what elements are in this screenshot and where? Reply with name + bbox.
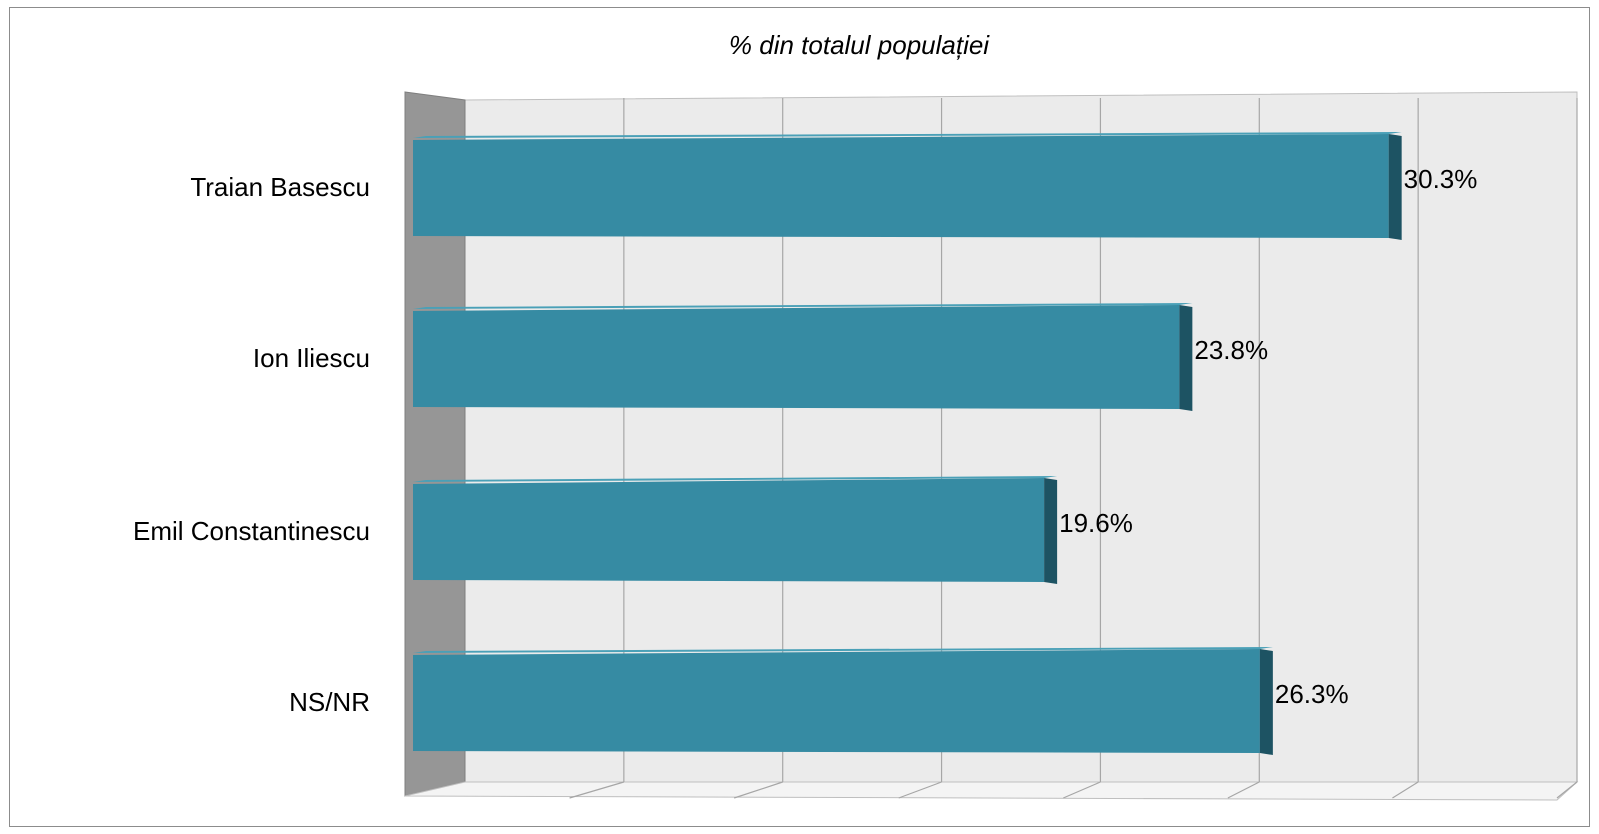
value-label: 26.3%: [1275, 679, 1349, 709]
value-label: 30.3%: [1404, 164, 1478, 194]
bar-side-face: [1044, 478, 1058, 584]
floor-gridline: [569, 781, 625, 799]
bar: [413, 132, 1402, 240]
bar: [413, 303, 1193, 411]
category-label: Ion Iliescu: [253, 343, 370, 373]
chart-title: % din totalul populației: [729, 30, 990, 60]
category-label: NS/NR: [289, 687, 370, 717]
category-label: Traian Basescu: [190, 172, 370, 202]
floor-gridline: [1227, 781, 1260, 799]
value-label: 23.8%: [1194, 335, 1268, 365]
floor-gridline: [1556, 781, 1578, 799]
category-label: Emil Constantinescu: [133, 516, 370, 546]
category-labels: Traian Basescu Ion Iliescu Emil Constantin…: [133, 172, 370, 717]
bar-top-face: [413, 647, 1273, 653]
floor-gridline: [898, 781, 942, 799]
bar-front-face: [413, 478, 1045, 582]
bar-top-face: [413, 303, 1193, 309]
floor-gridline: [733, 781, 783, 799]
bar-side-face: [1388, 134, 1402, 240]
value-labels: 30.3% 23.8% 19.6% 26.3%: [1059, 164, 1477, 709]
bar-side-face: [1179, 305, 1193, 411]
bar: [413, 647, 1273, 755]
floor-gridline: [1063, 781, 1101, 799]
bar-front-face: [413, 649, 1260, 753]
bar-side-face: [1259, 649, 1273, 755]
bar: [413, 476, 1058, 584]
bar-top-face: [413, 476, 1058, 482]
bar-front-face: [413, 305, 1180, 409]
value-label: 19.6%: [1059, 508, 1133, 538]
floor: [404, 781, 1579, 801]
floor-gridline: [1392, 781, 1419, 799]
bars: [413, 132, 1402, 755]
bar-top-face: [413, 132, 1402, 138]
bar-front-face: [413, 134, 1389, 238]
